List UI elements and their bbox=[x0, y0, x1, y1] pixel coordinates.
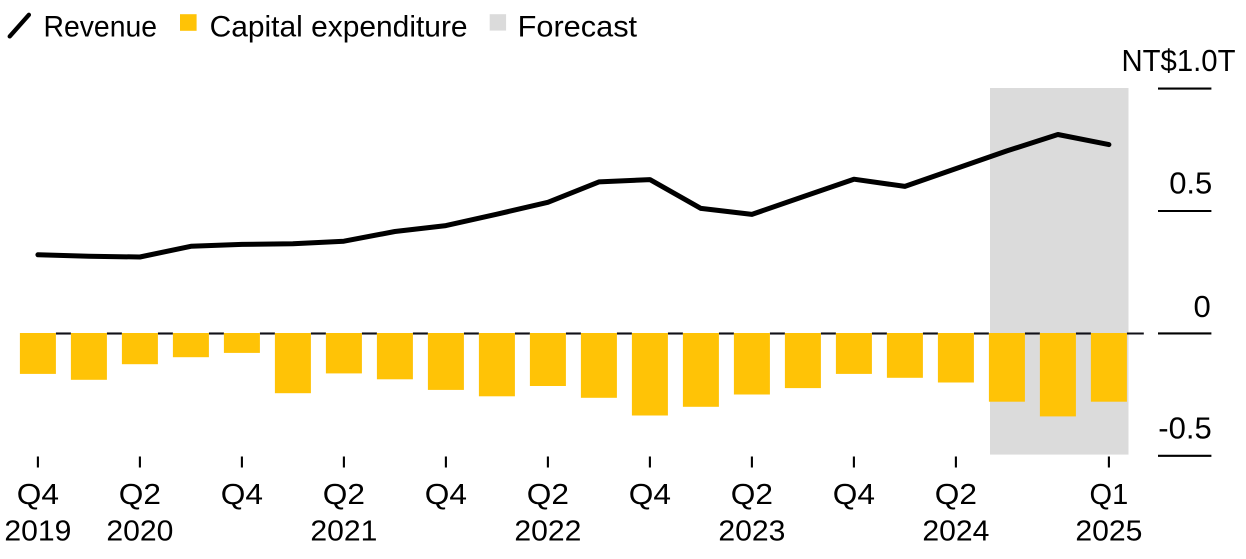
svg-text:2022: 2022 bbox=[514, 516, 581, 548]
svg-text:-0.5: -0.5 bbox=[1158, 410, 1211, 445]
svg-text:Q2: Q2 bbox=[731, 479, 773, 511]
svg-text:Q2: Q2 bbox=[935, 479, 977, 511]
svg-text:NT$1.0T: NT$1.0T bbox=[1122, 43, 1236, 78]
svg-text:2019: 2019 bbox=[4, 516, 71, 548]
svg-text:Q4: Q4 bbox=[17, 479, 59, 511]
svg-text:Q2: Q2 bbox=[119, 479, 161, 511]
svg-text:0.5: 0.5 bbox=[1169, 166, 1212, 201]
svg-text:Q2: Q2 bbox=[323, 479, 365, 511]
svg-text:2020: 2020 bbox=[106, 516, 173, 548]
svg-text:Q4: Q4 bbox=[221, 479, 263, 511]
svg-text:Q1: Q1 bbox=[1090, 479, 1129, 511]
svg-text:Forecast: Forecast bbox=[518, 10, 638, 43]
svg-text:2025: 2025 bbox=[1075, 516, 1142, 548]
svg-text:Q4: Q4 bbox=[629, 479, 671, 511]
svg-text:2023: 2023 bbox=[718, 516, 785, 548]
svg-text:Q4: Q4 bbox=[425, 479, 467, 511]
svg-text:Q2: Q2 bbox=[527, 479, 569, 511]
svg-text:Revenue: Revenue bbox=[44, 10, 158, 43]
svg-text:2021: 2021 bbox=[310, 516, 377, 548]
svg-text:Capital expenditure: Capital expenditure bbox=[210, 10, 468, 43]
svg-text:0: 0 bbox=[1194, 289, 1211, 324]
svg-text:Q4: Q4 bbox=[833, 479, 875, 511]
svg-text:2024: 2024 bbox=[922, 516, 989, 548]
